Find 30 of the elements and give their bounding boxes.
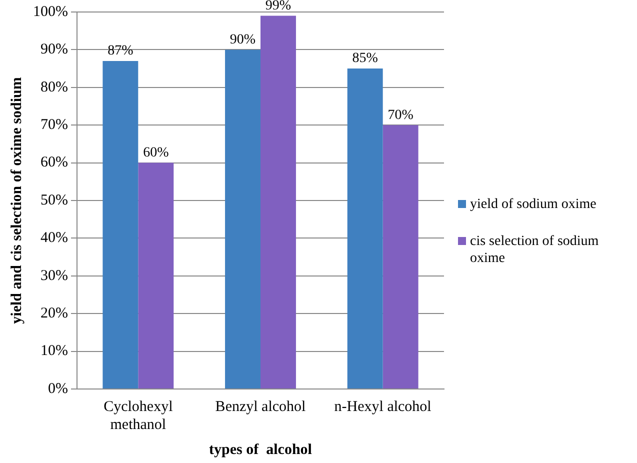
bar [225,50,260,388]
data-label: 85% [352,51,378,66]
y-tick-label: 70% [40,117,68,134]
bar [382,125,418,388]
data-label: 70% [388,108,414,123]
x-tick-label: n-Hexyl alcohol [334,398,432,415]
bar [138,162,174,388]
y-tick-label: 60% [40,154,68,171]
y-tick-label: 20% [40,306,68,322]
y-tick-label: 0% [48,380,68,397]
data-label: 87% [108,44,134,59]
y-axis-title: yield and cis selection of oxime sodium [8,76,25,324]
y-tick-label: 80% [40,79,68,96]
y-tick-label: 30% [40,268,68,284]
data-label: 99% [265,0,292,14]
y-tick-label: 100% [32,4,68,20]
data-label: 90% [230,32,256,48]
bar [347,68,383,388]
legend-label: cis selection of sodium oxime [470,233,600,267]
y-tick-label: 50% [40,192,68,208]
x-tick-label: Cyclohexyl methanol [104,398,173,433]
y-tick-label: 90% [40,42,68,58]
x-axis-title: types of alcohol [209,442,312,458]
y-tick-label: 40% [40,230,68,246]
y-tick-label: 10% [40,343,68,360]
data-label: 60% [143,145,170,160]
x-tick-label: Benzyl alcohol [215,398,306,415]
legend-label: yield of sodium oxime [470,196,596,213]
bar [102,61,138,388]
bar [260,16,296,388]
